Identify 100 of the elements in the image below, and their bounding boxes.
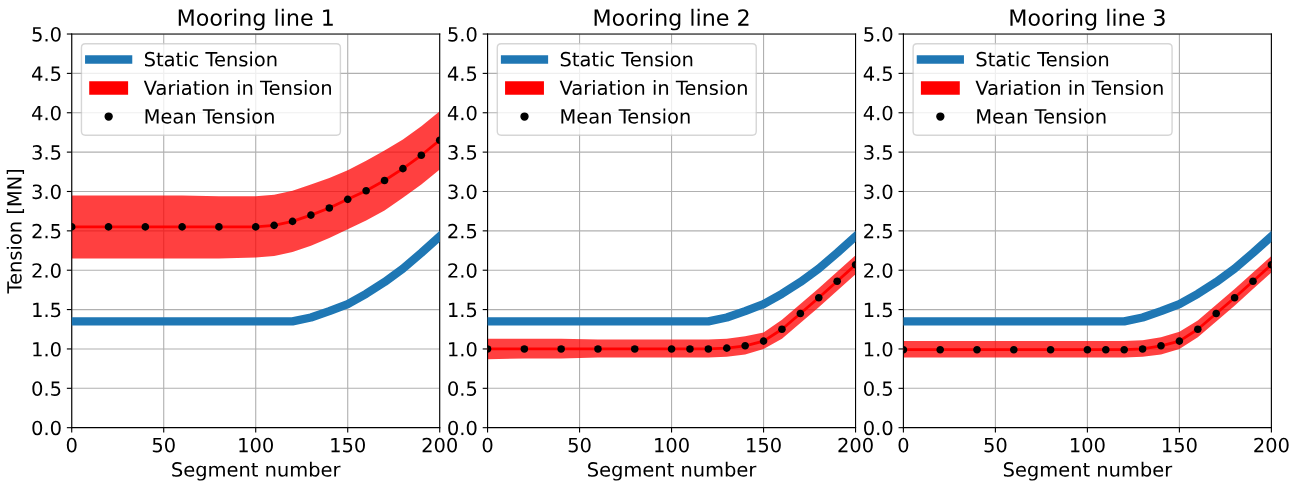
x-tick-label: 50 [984,437,1007,453]
point [1010,345,1018,354]
point [973,345,981,354]
point [399,164,407,173]
x-axis-title: Segment number [588,461,757,481]
y-tick-label: 1.5 [33,302,61,318]
y-tick-label: 2.0 [864,263,893,278]
y-tick-label: 3.0 [32,184,61,200]
point [417,151,426,160]
chart-title: Mooring line 3 [1010,8,1165,31]
legend-label: Static Tension [144,51,277,67]
point [1194,325,1202,334]
x-tick-label: 100 [1070,437,1105,453]
y-tick-label: 3.5 [448,145,477,160]
x-tick-label: 50 [152,437,175,453]
y-tick-label: 2.5 [448,223,477,239]
point [722,344,731,352]
point [796,309,805,318]
point [251,223,260,231]
legend-label: Variation in Tension [975,80,1163,96]
point [1083,345,1092,354]
y-tick-label: 5.0 [32,26,61,42]
y-tick-label: 3.5 [32,145,61,160]
legend-label: Static Tension [560,51,693,67]
y-tick-label: 0.0 [32,420,61,436]
y-tick-label: 4.5 [863,66,892,82]
point [104,223,113,231]
y-tick-label: 5.0 [864,26,893,42]
chart-title: Mooring line 2 [594,8,749,31]
y-tick-label: 4.0 [863,105,893,121]
x-axis-title: Segment number [172,461,341,481]
y-tick-label: 0.0 [864,420,893,436]
chart-title: Mooring line 1 [178,8,333,31]
point [741,341,749,350]
x-tick-label: 200 [1254,437,1289,453]
legend-label: Variation in Tension [143,80,331,96]
point [936,345,944,354]
x-tick-label: 0 [66,437,77,453]
y-tick-label: 1.5 [449,302,477,318]
point [520,345,529,353]
y-axis-title: Tension [MN] [6,169,25,294]
y-tick-label: 4.0 [32,105,61,121]
legend-label: Mean Tension [145,108,274,124]
y-tick-label: 1.0 [33,341,61,357]
point [778,325,786,334]
x-tick-label: 0 [898,437,909,453]
y-tick-label: 1.0 [449,341,477,357]
point [704,345,713,353]
legend-label: Variation in Tension [559,80,747,96]
point [1175,337,1184,345]
y-tick-label: 1.5 [864,302,892,318]
point [1157,341,1165,350]
x-tick-label: 200 [422,437,457,453]
point [1138,345,1147,353]
point [362,186,370,195]
x-tick-label: 100 [239,437,273,453]
y-tick-label: 1.0 [864,341,893,357]
y-tick-label: 0.5 [448,381,477,396]
y-tick-label: 0.0 [448,420,477,436]
x-tick-label: 150 [331,437,365,453]
point [178,223,186,231]
y-tick-label: 3.0 [864,184,893,200]
y-tick-label: 4.5 [32,66,61,82]
y-tick-label: 2.0 [32,263,61,278]
y-tick-label: 3.0 [448,184,477,200]
legend-label: Mean Tension [561,108,690,124]
point [594,345,602,353]
point [814,293,823,302]
point [1212,309,1220,318]
y-tick-label: 2.5 [864,223,892,239]
point [325,204,334,212]
x-tick-label: 100 [655,437,689,453]
point [288,217,297,226]
point [630,345,639,353]
point [1102,345,1110,354]
x-tick-label: 200 [838,437,873,453]
point [1230,293,1239,302]
point [307,211,315,219]
x-tick-label: 150 [747,437,781,453]
y-tick-label: 5.0 [448,26,477,42]
y-tick-label: 0.5 [864,381,892,396]
point [1046,345,1055,354]
y-tick-label: 4.0 [447,105,477,121]
y-tick-label: 2.0 [448,263,477,278]
x-axis-title: Segment number [1003,461,1173,481]
legend-label: Mean Tension [977,108,1106,124]
y-tick-label: 4.5 [447,66,477,82]
point [833,277,841,286]
point [759,337,768,345]
legend-label: Static Tension [976,51,1109,67]
point [215,223,223,231]
point [270,221,278,230]
y-tick-label: 2.5 [32,223,61,239]
point [1120,345,1128,354]
x-tick-label: 150 [1162,437,1197,453]
point [557,345,565,353]
point [343,195,352,204]
x-tick-label: 0 [482,437,493,453]
point [141,223,150,231]
point [686,345,694,353]
